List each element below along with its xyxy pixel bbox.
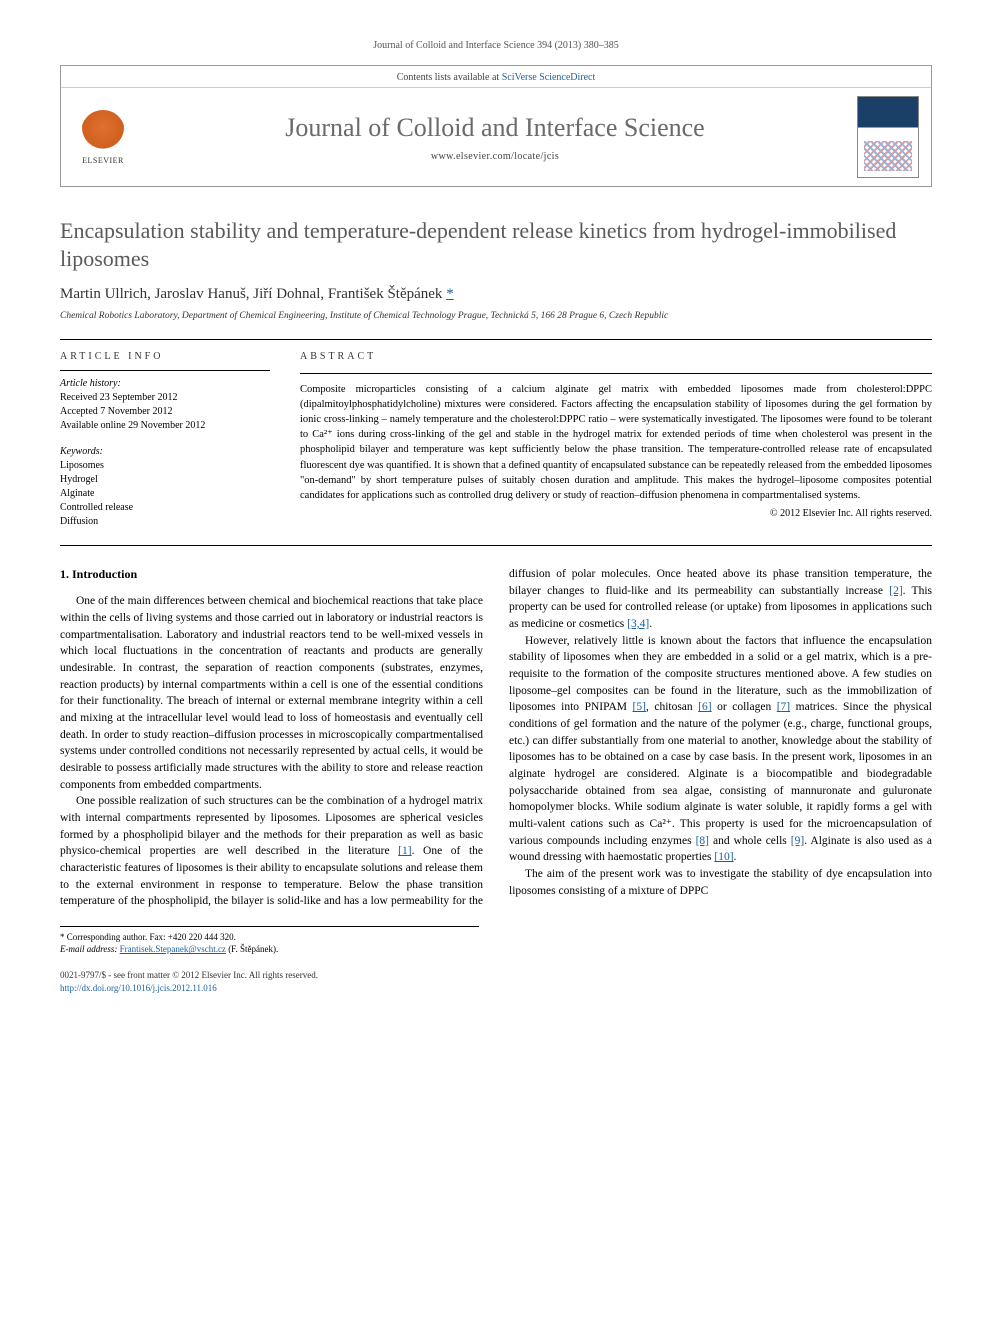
p3-text-c: or collagen <box>712 701 777 713</box>
journal-title: Journal of Colloid and Interface Science <box>133 113 857 143</box>
journal-url: www.elsevier.com/locate/jcis <box>133 151 857 162</box>
info-divider <box>60 370 270 371</box>
p2-text-d: . <box>649 618 652 630</box>
elsevier-label: ELSEVIER <box>82 156 124 165</box>
citation-link[interactable]: [10] <box>714 851 733 863</box>
citation-link[interactable]: [3,4] <box>627 618 649 630</box>
article-info-column: ARTICLE INFO Article history: Received 2… <box>60 350 270 529</box>
front-matter-line: 0021-9797/$ - see front matter © 2012 El… <box>60 969 932 981</box>
keyword-item: Diffusion <box>60 515 270 529</box>
email-line: E-mail address: Frantisek.Stepanek@vscht… <box>60 943 479 955</box>
sciencedirect-link[interactable]: SciVerse ScienceDirect <box>502 72 596 83</box>
citation-link[interactable]: [8] <box>696 835 709 847</box>
citation-link[interactable]: [2] <box>889 585 902 597</box>
page-container: Journal of Colloid and Interface Science… <box>0 0 992 1024</box>
keyword-item: Controlled release <box>60 501 270 515</box>
intro-paragraph-4: The aim of the present work was to inves… <box>509 866 932 899</box>
doi-link[interactable]: http://dx.doi.org/10.1016/j.jcis.2012.11… <box>60 983 217 993</box>
history-accepted: Accepted 7 November 2012 <box>60 405 270 419</box>
history-head: Article history: <box>60 377 270 391</box>
body-two-column: 1. Introduction One of the main differen… <box>60 566 932 910</box>
history-online: Available online 29 November 2012 <box>60 419 270 433</box>
authors-text: Martin Ullrich, Jaroslav Hanuš, Jiří Doh… <box>60 286 442 302</box>
keyword-item: Hydrogel <box>60 473 270 487</box>
contents-line: Contents lists available at SciVerse Sci… <box>73 72 919 83</box>
divider-bottom <box>60 545 932 546</box>
abstract-text: Composite microparticles consisting of a… <box>300 382 932 504</box>
journal-header-box: Contents lists available at SciVerse Sci… <box>60 65 932 187</box>
page-footer: 0021-9797/$ - see front matter © 2012 El… <box>60 969 932 993</box>
header-main-row: ELSEVIER Journal of Colloid and Interfac… <box>61 88 931 186</box>
corresponding-author-footnote: * Corresponding author. Fax: +420 220 44… <box>60 931 479 943</box>
citation-link[interactable]: [1] <box>398 845 411 857</box>
abstract-copyright: © 2012 Elsevier Inc. All rights reserved… <box>300 507 932 522</box>
meta-row: ARTICLE INFO Article history: Received 2… <box>60 350 932 529</box>
contents-prefix: Contents lists available at <box>397 72 502 83</box>
p3-text-d: matrices. Since the physical conditions … <box>509 701 932 846</box>
abstract-heading: ABSTRACT <box>300 350 932 365</box>
keywords-head: Keywords: <box>60 445 270 459</box>
journal-reference: Journal of Colloid and Interface Science… <box>60 40 932 51</box>
keyword-item: Liposomes <box>60 459 270 473</box>
author-list: Martin Ullrich, Jaroslav Hanuš, Jiří Doh… <box>60 286 932 303</box>
history-received: Received 23 September 2012 <box>60 391 270 405</box>
article-title: Encapsulation stability and temperature-… <box>60 217 932 272</box>
citation-link[interactable]: [7] <box>777 701 790 713</box>
article-info-heading: ARTICLE INFO <box>60 350 270 364</box>
abstract-column: ABSTRACT Composite microparticles consis… <box>300 350 932 529</box>
intro-paragraph-3: However, relatively little is known abou… <box>509 633 932 866</box>
email-label: E-mail address: <box>60 944 117 954</box>
p3-text-b: , chitosan <box>646 701 698 713</box>
p3-text-e: and whole cells <box>709 835 791 847</box>
section-heading-intro: 1. Introduction <box>60 566 483 583</box>
abstract-divider <box>300 373 932 374</box>
header-top-row: Contents lists available at SciVerse Sci… <box>61 66 931 88</box>
citation-link[interactable]: [5] <box>633 701 646 713</box>
elsevier-logo: ELSEVIER <box>73 102 133 172</box>
email-link[interactable]: Frantisek.Stepanek@vscht.cz <box>120 944 226 954</box>
elsevier-tree-icon <box>81 110 125 154</box>
affiliation: Chemical Robotics Laboratory, Department… <box>60 311 932 321</box>
citation-link[interactable]: [6] <box>698 701 711 713</box>
email-suffix: (F. Štěpánek). <box>228 944 278 954</box>
citation-link[interactable]: [9] <box>791 835 804 847</box>
keyword-item: Alginate <box>60 487 270 501</box>
corresponding-author-mark[interactable]: * <box>446 286 454 302</box>
p3-text-g: . <box>734 851 737 863</box>
footnote-block: * Corresponding author. Fax: +420 220 44… <box>60 926 479 955</box>
journal-cover-thumbnail <box>857 96 919 178</box>
divider-top <box>60 339 932 340</box>
journal-title-block: Journal of Colloid and Interface Science… <box>133 113 857 162</box>
intro-paragraph-1: One of the main differences between chem… <box>60 593 483 793</box>
